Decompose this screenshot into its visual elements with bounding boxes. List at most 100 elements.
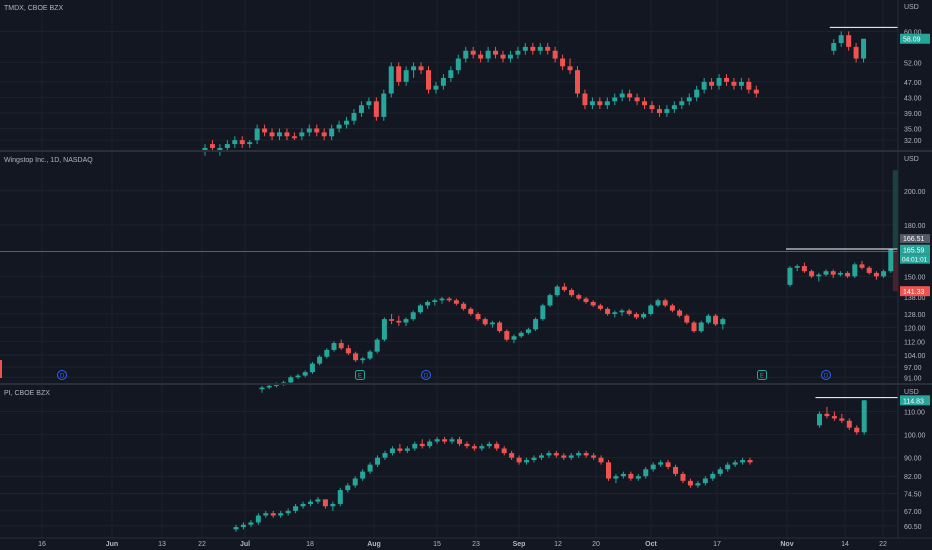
candle-body bbox=[439, 298, 445, 301]
dividend-marker-label: D bbox=[60, 374, 65, 380]
candle-body bbox=[839, 418, 845, 421]
candle-body bbox=[597, 101, 603, 106]
candle-body bbox=[677, 310, 683, 316]
candle-body bbox=[448, 70, 454, 78]
x-tick-label: 12 bbox=[554, 541, 562, 548]
candle-body bbox=[809, 271, 815, 277]
candle-body bbox=[866, 267, 872, 273]
candle-body bbox=[337, 490, 343, 504]
candle-body bbox=[545, 46, 551, 51]
candle-body bbox=[716, 77, 722, 86]
candle-body bbox=[233, 527, 239, 530]
candle-body bbox=[846, 420, 852, 428]
candle-body bbox=[381, 93, 387, 117]
candle-body bbox=[747, 460, 753, 463]
candle-body bbox=[831, 42, 837, 51]
y-tick-label: 110.00 bbox=[904, 409, 925, 416]
dividend-marker bbox=[421, 370, 431, 380]
candle-body bbox=[269, 132, 275, 137]
candle-body bbox=[725, 464, 731, 470]
currency-label: USD bbox=[904, 156, 919, 163]
y-tick-label: 32.00 bbox=[904, 138, 922, 145]
candle-body bbox=[524, 460, 530, 463]
candle-body bbox=[403, 70, 409, 82]
candle-body bbox=[463, 50, 469, 59]
candle-body bbox=[254, 128, 260, 141]
candle-body bbox=[302, 372, 308, 376]
candle-body bbox=[433, 85, 439, 90]
candle-body bbox=[606, 462, 611, 479]
candle-body bbox=[518, 332, 524, 337]
candle-body bbox=[442, 439, 448, 442]
candle-body bbox=[533, 319, 539, 330]
candle-body bbox=[388, 66, 394, 94]
candle-body bbox=[309, 363, 315, 373]
candle-body bbox=[525, 329, 531, 333]
x-tick-label: 17 bbox=[713, 541, 721, 548]
y-tick-label: 128.00 bbox=[904, 312, 926, 319]
stop-price-label: 141.33 bbox=[903, 289, 925, 296]
candle-body bbox=[576, 295, 582, 299]
candle-body bbox=[278, 513, 284, 516]
candle-body bbox=[389, 448, 395, 454]
y-tick-label: 60.00 bbox=[904, 29, 922, 36]
candle-body bbox=[426, 70, 431, 90]
candle-body bbox=[479, 446, 485, 449]
stop-zone bbox=[892, 251, 898, 292]
candle-body bbox=[655, 300, 661, 306]
x-tick-label: Aug bbox=[367, 541, 381, 548]
candle-body bbox=[664, 109, 670, 113]
candle-body bbox=[427, 441, 433, 447]
candle-body bbox=[291, 136, 297, 139]
target-price-label: 166.51 bbox=[903, 236, 925, 243]
candle-body bbox=[440, 77, 446, 86]
candle-body bbox=[591, 455, 597, 458]
candle-body bbox=[837, 272, 843, 275]
candle-body bbox=[540, 305, 546, 320]
earnings-marker bbox=[757, 370, 767, 380]
candle-body bbox=[859, 264, 865, 268]
candle-body bbox=[720, 319, 726, 325]
candle-body bbox=[360, 358, 366, 361]
pane-1: 60.00 52.00 47.00 43.00 39.00 35.00 32.00 TMDX,… bbox=[0, 4, 930, 156]
candle-body bbox=[453, 300, 459, 304]
candle-body bbox=[656, 109, 662, 113]
candle-body bbox=[321, 132, 327, 137]
candle-body bbox=[669, 305, 675, 311]
candle-body bbox=[547, 295, 553, 306]
candle-body bbox=[410, 312, 416, 320]
x-tick-label: Oct bbox=[645, 541, 657, 548]
candle-body bbox=[494, 443, 500, 449]
candle-body bbox=[650, 464, 656, 470]
candle-body bbox=[561, 455, 567, 458]
candle-body bbox=[628, 473, 634, 479]
candle-body bbox=[446, 298, 452, 301]
candle-body bbox=[619, 93, 625, 98]
candle-body bbox=[846, 35, 852, 47]
candle-body bbox=[787, 267, 793, 285]
candle-body bbox=[838, 35, 844, 43]
candle-body bbox=[299, 132, 305, 137]
last-price-label: 165.59 bbox=[903, 248, 925, 255]
candle-body bbox=[635, 476, 641, 479]
candle-body bbox=[568, 455, 574, 458]
candle-body bbox=[284, 132, 290, 137]
x-tick-label: 15 bbox=[433, 541, 441, 548]
candle-body bbox=[232, 140, 238, 145]
dividend-marker-label: D bbox=[824, 374, 829, 380]
candle-body bbox=[824, 413, 830, 417]
candle-body bbox=[449, 439, 455, 442]
pane-title: PI, CBOE BZX bbox=[4, 390, 50, 397]
candle-body bbox=[691, 322, 697, 332]
last-price-label: 114.83 bbox=[903, 398, 924, 405]
candle-body bbox=[507, 54, 513, 59]
x-tick-label: 18 bbox=[306, 541, 314, 548]
candle-body bbox=[202, 147, 208, 152]
x-tick-label: 16 bbox=[38, 541, 46, 548]
candle-body bbox=[641, 313, 647, 318]
candle-body bbox=[345, 485, 351, 491]
candle-body bbox=[686, 97, 692, 102]
x-tick-label: 23 bbox=[472, 541, 480, 548]
left-edge-marker bbox=[0, 360, 2, 378]
